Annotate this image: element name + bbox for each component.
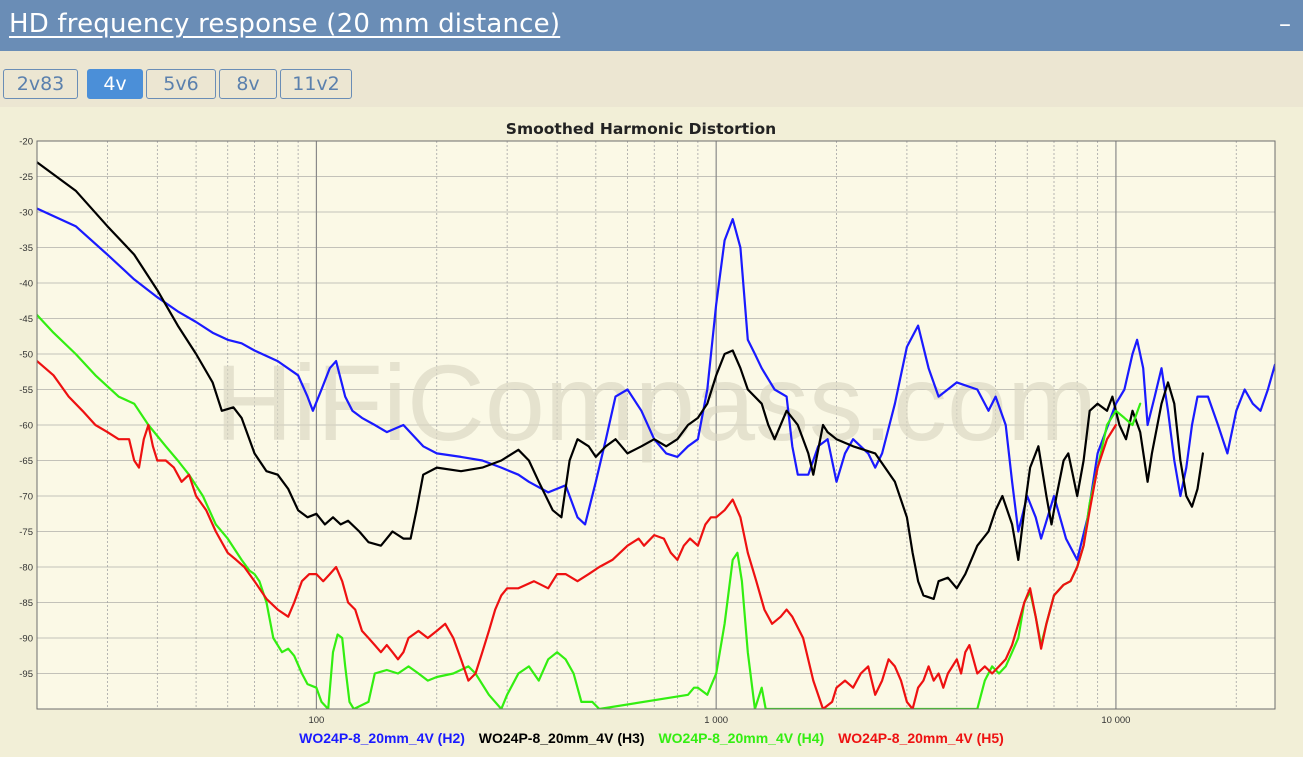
y-tick-label: -35 [19, 243, 33, 254]
y-tick-label: -40 [19, 279, 33, 290]
chart-legend: WO24P-8_20mm_4V (H2) WO24P-8_20mm_4V (H3… [0, 730, 1303, 746]
legend-item-h2: WO24P-8_20mm_4V (H2) [299, 730, 465, 746]
tab-5v6[interactable]: 5v6 [146, 69, 216, 99]
x-tick-label: 1 000 [704, 715, 728, 726]
y-tick-label: -80 [19, 563, 33, 574]
y-tick-label: -50 [19, 350, 33, 361]
harmonic-distortion-chart: Smoothed Harmonic Distortion HiFiCompass… [19, 120, 1276, 727]
y-tick-label: -95 [19, 669, 33, 680]
x-tick-label: 100 [308, 715, 324, 726]
y-tick-label: -45 [19, 314, 33, 325]
y-tick-label: -70 [19, 492, 33, 503]
tab-11v2[interactable]: 11v2 [280, 69, 352, 99]
legend-item-h3: WO24P-8_20mm_4V (H3) [478, 730, 645, 746]
y-tick-label: -85 [19, 598, 33, 609]
section-header[interactable]: HD frequency response (20 mm distance) – [0, 0, 1303, 51]
series-line-h2 [37, 207, 1275, 561]
y-tick-label: -60 [19, 421, 33, 432]
y-tick-label: -65 [19, 456, 33, 467]
plot-border [36, 140, 1276, 710]
x-tick-label: 10 000 [1101, 715, 1130, 726]
collapse-icon[interactable]: – [1279, 10, 1291, 38]
legend-item-h5: WO24P-8_20mm_4V (H5) [838, 730, 1004, 746]
y-tick-label: -20 [19, 137, 33, 148]
tab-8v[interactable]: 8v [219, 69, 277, 99]
y-tick-label: -25 [19, 172, 33, 183]
series-line-h5 [37, 360, 1117, 709]
y-tick-label: -75 [19, 527, 33, 538]
legend-item-h4: WO24P-8_20mm_4V (H4) [658, 730, 825, 746]
grid-lines [37, 141, 1275, 709]
y-tick-label: -90 [19, 634, 33, 645]
y-tick-label: -55 [19, 385, 33, 396]
chart-title: Smoothed Harmonic Distortion [506, 120, 776, 138]
tab-4v[interactable]: 4v [87, 69, 143, 99]
tab-2v83[interactable]: 2v83 [3, 69, 78, 99]
series-line-h3 [37, 161, 1204, 600]
axis-tick-labels: -20 -25 -30 -35 -40 -45 -50 -55 -60 -65 -70 -75 -80 -… [19, 137, 1130, 727]
y-tick-label: -30 [19, 208, 33, 219]
series-lines [37, 161, 1275, 709]
section-title[interactable]: HD frequency response (20 mm distance) [9, 9, 561, 39]
chart-container: Smoothed Harmonic Distortion HiFiCompass… [0, 107, 1303, 757]
